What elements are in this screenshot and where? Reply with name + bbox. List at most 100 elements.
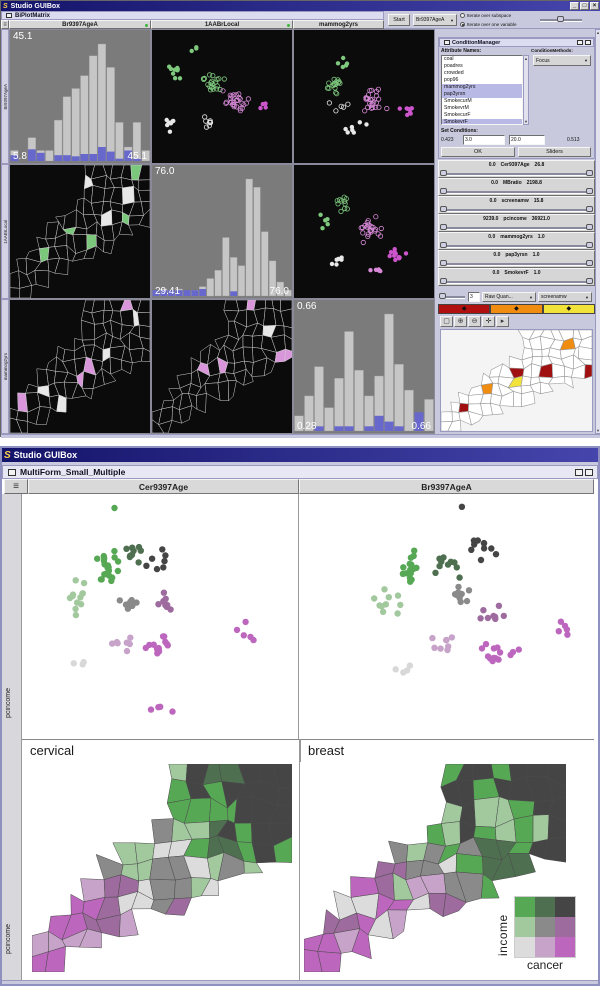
multiform-menu-button[interactable]: ≡	[4, 479, 28, 494]
frame-restore-icon[interactable]	[577, 40, 583, 45]
condition-value1-input[interactable]	[463, 135, 505, 145]
range-min-thumb[interactable]	[440, 224, 447, 230]
bottom-window-titlebar[interactable]: S Studio GUIBox	[2, 448, 598, 462]
ramp-handle-icon[interactable]: ◆	[461, 306, 467, 312]
range-slider-Cer9397Age[interactable]: 0.0 Cer9397Age 26.8	[438, 160, 595, 178]
color-ramp[interactable]: ◆ ◆ ◆	[438, 304, 595, 314]
scroll-down-icon[interactable]: ▼	[596, 428, 600, 433]
matrix-header-mammog2yrs[interactable]: mammog2yrs	[293, 20, 384, 29]
top-window-titlebar[interactable]: S Studio GUIBox _ □ ×	[1, 1, 600, 11]
ok-button[interactable]: OK	[441, 147, 515, 157]
scatterplot-breast-income[interactable]	[300, 494, 594, 739]
variable-dropdown[interactable]: Br9397AgeA ▼	[413, 14, 457, 26]
attribute-list-scrollbar[interactable]: ▲ ▼	[523, 55, 529, 125]
identify-icon[interactable]: ▸	[496, 316, 509, 327]
condition-method-dropdown[interactable]: Focus ▼	[533, 55, 591, 66]
biplotmatrix-titlebar[interactable]: BiPlotMatrix	[1, 11, 384, 20]
classify-variable-dropdown[interactable]: screenamw ▼	[538, 292, 592, 302]
slider-thumb[interactable]	[439, 293, 446, 299]
range-max-thumb[interactable]	[586, 188, 593, 194]
attribute-item[interactable]: mammog2yrs	[442, 84, 522, 91]
choropleth-map-cervical[interactable]	[32, 764, 292, 972]
matrix-header-br9397agea[interactable]: Br9397AgeA	[9, 20, 151, 29]
attribute-item[interactable]: crowded	[444, 70, 464, 76]
column-header-cer9397age[interactable]: Cer9397Age	[28, 479, 299, 494]
histogram-br9397agea[interactable]: 45.1 5.8 45.1	[9, 29, 151, 164]
attribute-list[interactable]: coal poadres crowded pop96 mammog2yrs pap3yrs…	[441, 55, 523, 125]
range-min-thumb[interactable]	[440, 206, 447, 212]
class-count-input[interactable]	[468, 292, 480, 302]
matrix-menu-button[interactable]: ≡	[1, 20, 9, 29]
frame-maximize-icon[interactable]	[585, 468, 593, 476]
ramp-class-segment[interactable]: ◆	[490, 304, 543, 314]
zoom-out-icon[interactable]: ⊖	[468, 316, 481, 327]
radio-selected-icon	[460, 22, 465, 27]
condition-value2-input[interactable]	[509, 135, 545, 145]
histogram-1aabrlocal[interactable]: 76.0 29.41 76.0	[151, 164, 293, 299]
range-slider-screenamw[interactable]: 0.0 screenamw 15.8	[438, 196, 595, 214]
attribute-item[interactable]: pop96	[444, 77, 459, 83]
classify-method-dropdown[interactable]: Raw Quan... ▼	[482, 292, 536, 302]
scroll-down-icon[interactable]: ▼	[524, 119, 528, 124]
bottom-scroll-strip[interactable]	[1, 434, 600, 438]
scatterplot-cervical-income[interactable]	[22, 494, 299, 739]
ramp-handle-icon[interactable]: ◆	[514, 306, 519, 312]
slider-thumb[interactable]	[557, 16, 564, 22]
radio-iterate-subspace[interactable]: Iterate over subspace	[460, 11, 538, 20]
panel-scrollbar[interactable]: ▲ ▼	[595, 29, 600, 434]
close-icon[interactable]: ×	[590, 2, 599, 10]
range-max-thumb[interactable]	[586, 260, 593, 266]
attribute-item[interactable]: SmokecurF	[444, 112, 471, 118]
range-max-thumb[interactable]	[586, 242, 593, 248]
frame-maximize-icon[interactable]	[585, 40, 591, 45]
range-slider-mammog2yrs[interactable]: 0.0 mammog2yrs 1.0	[438, 232, 595, 250]
range-min-thumb[interactable]	[440, 188, 447, 194]
scatterplot-1aabrlocal-mammog2yrs[interactable]	[293, 164, 435, 299]
map-mammog2yrs-1[interactable]	[9, 299, 151, 434]
matrix-header-1aabrlocal[interactable]: 1AABrLocal	[151, 20, 293, 29]
ramp-handle-icon[interactable]: ◆	[566, 306, 572, 312]
map-1aabrlocal[interactable]	[9, 164, 151, 299]
column-header-br9397agea[interactable]: Br9397AgeA	[299, 479, 594, 494]
ramp-class-segment[interactable]: ◆	[438, 304, 491, 314]
classed-map[interactable]	[440, 329, 593, 432]
attribute-item[interactable]: coal	[444, 56, 454, 62]
attribute-item[interactable]: SmokevrF	[442, 119, 522, 124]
range-slider-pap3yrsn[interactable]: 0.0 pap3yrsn 1.0	[438, 250, 595, 268]
scatterplot-br9397agea-1aabrlocal[interactable]	[151, 29, 293, 164]
attribute-item[interactable]: pap3yrsn	[442, 91, 522, 98]
ramp-class-segment[interactable]: ◆	[542, 304, 595, 314]
attribute-item[interactable]: SmokevrM	[444, 105, 469, 111]
zoom-in-icon[interactable]: ⊕	[454, 316, 467, 327]
range-max-thumb[interactable]	[586, 278, 593, 284]
map-mammog2yrs-2[interactable]	[151, 299, 293, 434]
scroll-up-icon[interactable]: ▲	[524, 56, 528, 61]
iterate-slider[interactable]	[540, 15, 582, 25]
start-button[interactable]: Start	[388, 14, 410, 26]
classifier-slider[interactable]	[439, 292, 465, 302]
range-min-thumb[interactable]	[440, 260, 447, 266]
range-min-thumb[interactable]	[440, 242, 447, 248]
sliders-button[interactable]: Sliders	[518, 147, 591, 157]
range-min-thumb[interactable]	[440, 278, 447, 284]
histogram-mammog2yrs[interactable]: 0.66 0.28 0.66	[293, 299, 435, 434]
attribute-item[interactable]: SmokecurM	[444, 98, 472, 104]
rect-select-icon[interactable]: ▢	[440, 316, 453, 327]
condition-manager-titlebar[interactable]: ConditionManager	[439, 38, 594, 47]
range-max-thumb[interactable]	[586, 170, 593, 176]
minimize-icon[interactable]: _	[570, 2, 579, 10]
frame-restore-icon[interactable]	[575, 468, 583, 476]
range-min-thumb[interactable]	[440, 170, 447, 176]
range-slider-SmokevrF[interactable]: 0.0 SmokevrF 1.0	[438, 268, 595, 286]
attribute-item[interactable]: poadres	[444, 63, 463, 69]
pan-icon[interactable]: ✛	[482, 316, 495, 327]
maximize-icon[interactable]: □	[580, 2, 589, 10]
radio-iterate-one-variable[interactable]: Iterate over one variable	[460, 20, 538, 29]
range-slider-pcincome[interactable]: 9239.0 pcincome 36921.0	[438, 214, 595, 232]
range-slider-MBratio[interactable]: 0.0 MBratio 2198.8	[438, 178, 595, 196]
range-max-thumb[interactable]	[586, 206, 593, 212]
range-max-thumb[interactable]	[586, 224, 593, 230]
scroll-up-icon[interactable]: ▲	[596, 30, 600, 35]
scatterplot-br9397agea-mammog2yrs[interactable]	[293, 29, 435, 164]
multiform-titlebar[interactable]: MultiForm_Small_Multiple	[2, 465, 598, 479]
